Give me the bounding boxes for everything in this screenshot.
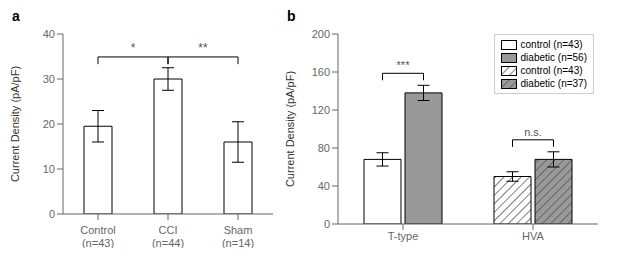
svg-text:Current Density (pA/pF): Current Density (pA/pF) — [9, 66, 21, 182]
svg-text:40: 40 — [43, 28, 55, 40]
svg-text:160: 160 — [312, 66, 330, 78]
svg-text:Sham(n=14): Sham(n=14) — [222, 224, 254, 248]
svg-text:**: ** — [198, 41, 208, 55]
svg-text:10: 10 — [43, 163, 55, 175]
svg-text:T-type: T-type — [388, 230, 419, 242]
svg-text:30: 30 — [43, 73, 55, 85]
svg-text:40: 40 — [318, 180, 330, 192]
svg-text:0: 0 — [49, 208, 55, 220]
html-text:control (n=43): control (n=43) — [520, 65, 583, 76]
svg-text:HVA: HVA — [522, 230, 544, 242]
html-text:control (n=43): control (n=43) — [520, 39, 583, 50]
svg-text:0: 0 — [324, 218, 330, 230]
svg-text:200: 200 — [312, 28, 330, 40]
svg-text:***: *** — [397, 59, 411, 71]
svg-text:80: 80 — [318, 142, 330, 154]
svg-text:120: 120 — [312, 104, 330, 116]
html-text:b: b — [287, 8, 296, 24]
html-text:diabetic (n=56): diabetic (n=56) — [520, 52, 587, 63]
svg-text:CCI(n=44): CCI(n=44) — [152, 224, 184, 248]
svg-text:*: * — [131, 41, 136, 55]
svg-text:Control(n=43): Control(n=43) — [80, 224, 115, 248]
svg-text:Current Density (pA/pF): Current Density (pA/pF) — [284, 71, 296, 187]
svg-text:n.s.: n.s. — [524, 126, 542, 138]
html-text:a: a — [12, 8, 20, 24]
html-text:diabetic (n=37): diabetic (n=37) — [520, 78, 587, 89]
svg-text:20: 20 — [43, 118, 55, 130]
